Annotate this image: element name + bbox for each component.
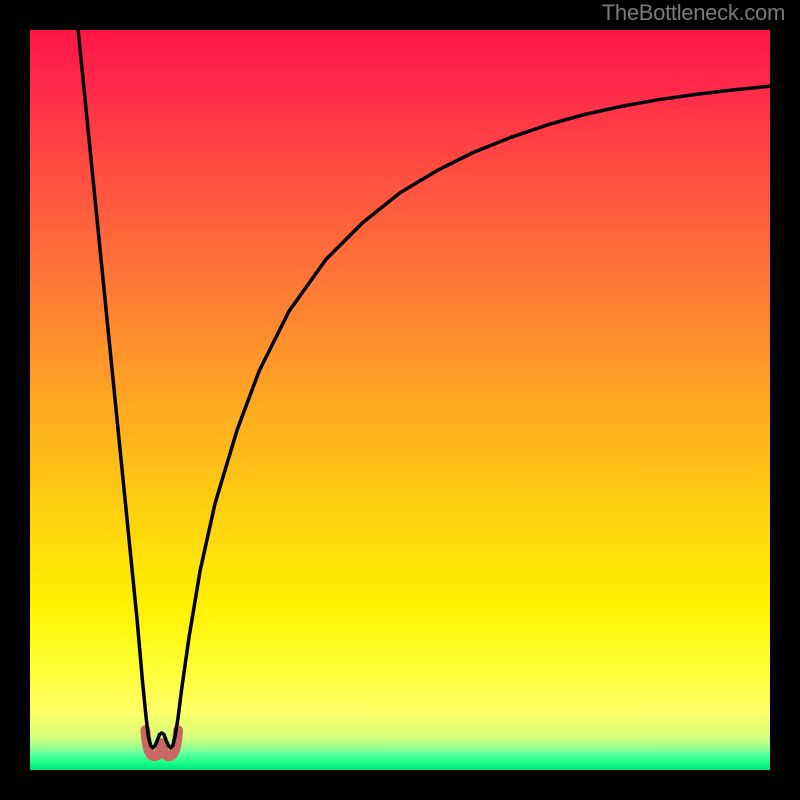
watermark-text: TheBottleneck.com — [602, 0, 785, 26]
chart-container: TheBottleneck.com — [0, 0, 800, 800]
bottleneck-chart — [0, 0, 800, 800]
